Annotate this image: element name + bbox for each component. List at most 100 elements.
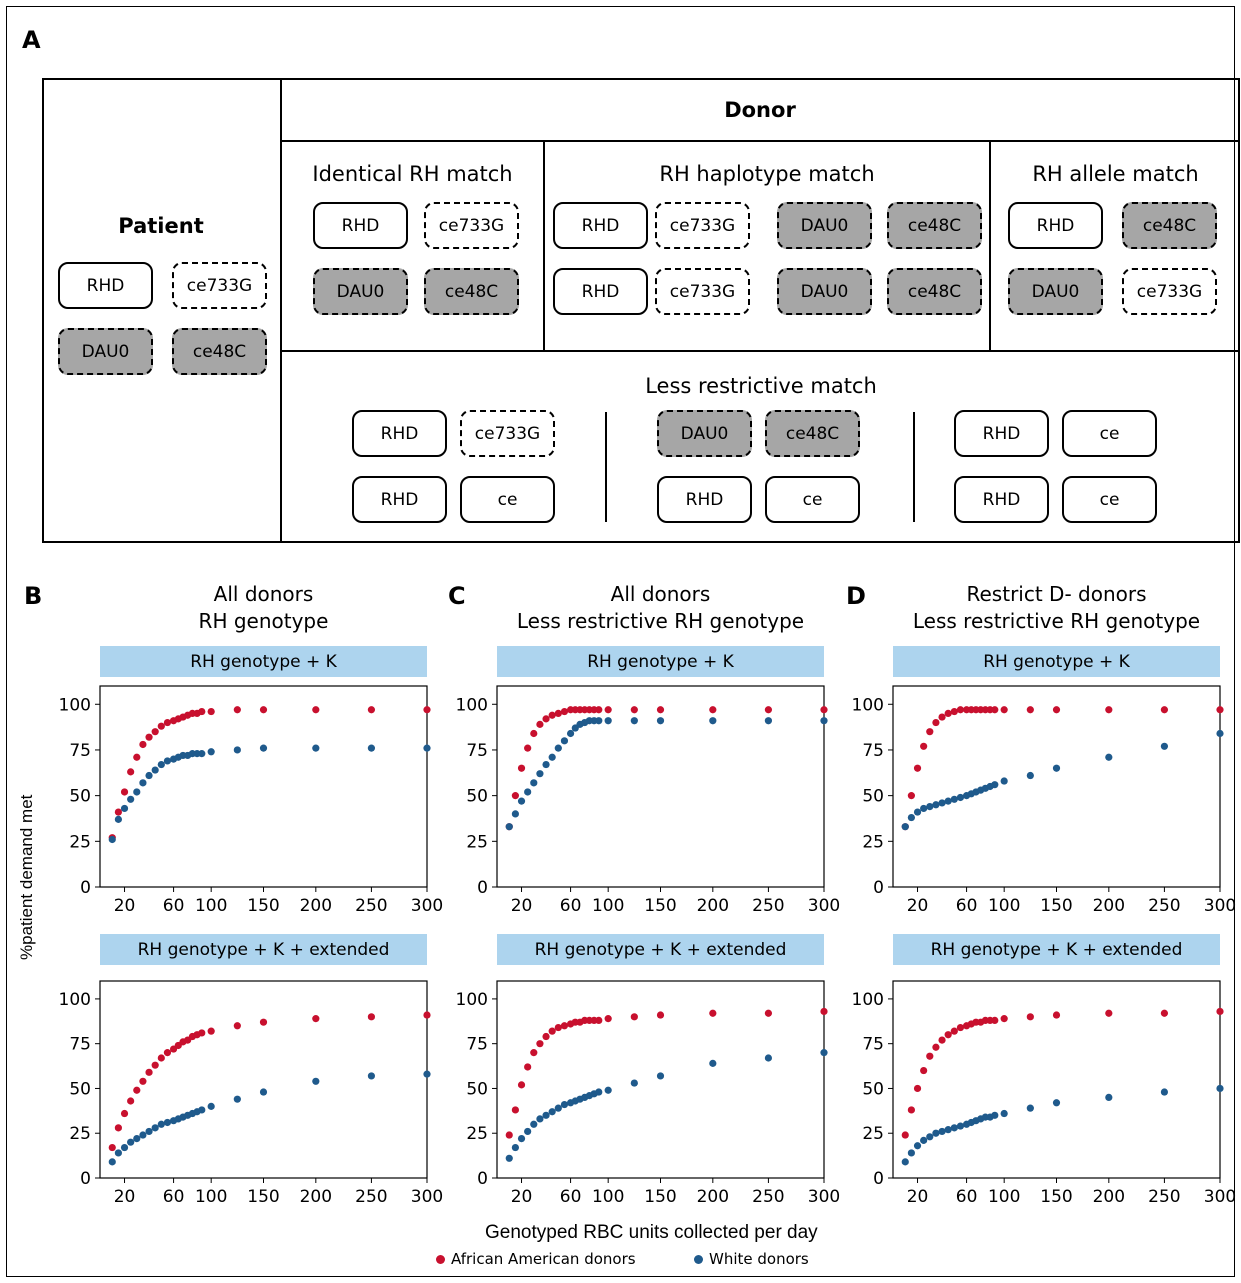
panel-title-line1: Restrict D- donors [966, 582, 1147, 606]
data-point [913, 808, 922, 816]
data-point [764, 1054, 773, 1062]
y-tick-label: 75 [69, 1035, 91, 1055]
allele-ce: ce [460, 476, 555, 523]
divider-less-restrictive [280, 350, 1240, 352]
separator-1 [605, 412, 607, 522]
legend-label: White donors [709, 1250, 809, 1268]
y-tick-label: 0 [477, 878, 488, 898]
y-tick-label: 75 [466, 1035, 488, 1055]
allele-rhd: RHD [313, 202, 408, 249]
identical-match-label: Identical RH match [312, 162, 513, 186]
data-point [157, 722, 165, 730]
data-point [991, 706, 999, 714]
data-point [656, 1072, 665, 1080]
scatter-plot-b-2: 0 25 50 75 100 20 60 100 150 200 250 300 [59, 980, 443, 1207]
x-tick-label: 150 [644, 896, 676, 916]
allele-ce48c: ce48C [1122, 202, 1217, 249]
allele-ce: ce [1062, 476, 1157, 523]
data-point [764, 1009, 773, 1017]
data-point [517, 1135, 526, 1143]
data-point [524, 1063, 532, 1071]
allele-dau0: DAU0 [58, 328, 153, 375]
data-point [604, 717, 612, 725]
data-point [139, 1131, 147, 1139]
x-tick-label: 150 [247, 1187, 279, 1207]
data-point [595, 1088, 603, 1096]
data-point [151, 1124, 159, 1132]
data-point [820, 706, 828, 714]
data-point [956, 1122, 965, 1130]
data-point [944, 1126, 952, 1134]
x-tick-label: 20 [907, 1187, 929, 1207]
scatter-plot-d-2: 0 25 50 75 100 20 60 100 150 200 250 300 [852, 980, 1236, 1207]
data-point [604, 1015, 612, 1023]
data-point [950, 1027, 958, 1035]
data-point [423, 1011, 431, 1019]
data-point [423, 1070, 431, 1078]
data-point [630, 1079, 638, 1087]
data-point [536, 1040, 544, 1048]
divider-patient-donor [280, 78, 282, 543]
data-point [517, 764, 526, 772]
data-point [367, 744, 376, 752]
allele-ce733g: ce733G [172, 262, 267, 309]
allele-ce733g: ce733G [1122, 268, 1217, 315]
allele-match-label: RH allele match [1032, 162, 1199, 186]
data-point [944, 1031, 952, 1039]
data-point [548, 1108, 556, 1116]
data-point [198, 1029, 206, 1037]
data-point [530, 1049, 538, 1057]
data-point [901, 1131, 909, 1139]
data-point [259, 706, 268, 714]
y-tick-label: 100 [59, 990, 91, 1010]
scatter-plot-b-1: 0 25 50 75 100 20 60 100 150 200 250 300 [59, 685, 443, 916]
data-point [120, 1143, 129, 1152]
allele-dau0: DAU0 [657, 410, 752, 457]
x-tick-label: 250 [1148, 896, 1180, 916]
facet-strip: RH genotype + K + extended [497, 934, 824, 965]
data-point [595, 1016, 603, 1024]
data-point [157, 1120, 165, 1128]
data-point [566, 729, 575, 738]
data-point [157, 1054, 165, 1062]
data-point [120, 804, 129, 813]
data-point [1026, 771, 1034, 780]
data-point [554, 744, 562, 752]
data-point [312, 1077, 320, 1085]
data-point [423, 706, 431, 714]
x-tick-label: 60 [956, 1187, 978, 1207]
data-point [913, 764, 922, 772]
plot-frame [99, 685, 428, 888]
x-tick-label: 20 [511, 896, 533, 916]
data-point [1052, 1011, 1061, 1019]
x-tick-label: 100 [592, 896, 624, 916]
allele-ce733g: ce733G [655, 202, 750, 249]
x-tick-label: 300 [808, 1187, 840, 1207]
y-tick-label: 0 [80, 1169, 91, 1189]
data-point [1026, 1104, 1034, 1112]
data-point [1160, 1088, 1169, 1096]
data-point [1160, 742, 1169, 750]
data-point [259, 744, 268, 752]
data-point [207, 1102, 215, 1110]
allele-ce733g: ce733G [460, 410, 555, 457]
data-point [233, 706, 241, 714]
data-point [1000, 1109, 1008, 1118]
y-tick-label: 75 [69, 741, 91, 761]
data-point [145, 733, 153, 741]
data-point [505, 1131, 513, 1139]
data-point [1160, 706, 1169, 714]
data-point [114, 1149, 122, 1157]
x-tick-label: 20 [114, 896, 136, 916]
allele-rhd: RHD [352, 410, 447, 457]
data-point [1000, 1015, 1008, 1023]
plot-frame [99, 980, 428, 1179]
data-point [524, 1127, 532, 1136]
data-point [120, 788, 129, 796]
x-tick-label: 100 [988, 1187, 1020, 1207]
x-tick-label: 250 [1148, 1187, 1180, 1207]
data-point [1105, 753, 1113, 761]
data-point [542, 1111, 550, 1119]
divider-haplotype-allele [989, 140, 991, 351]
x-tick-label: 20 [114, 1187, 136, 1207]
